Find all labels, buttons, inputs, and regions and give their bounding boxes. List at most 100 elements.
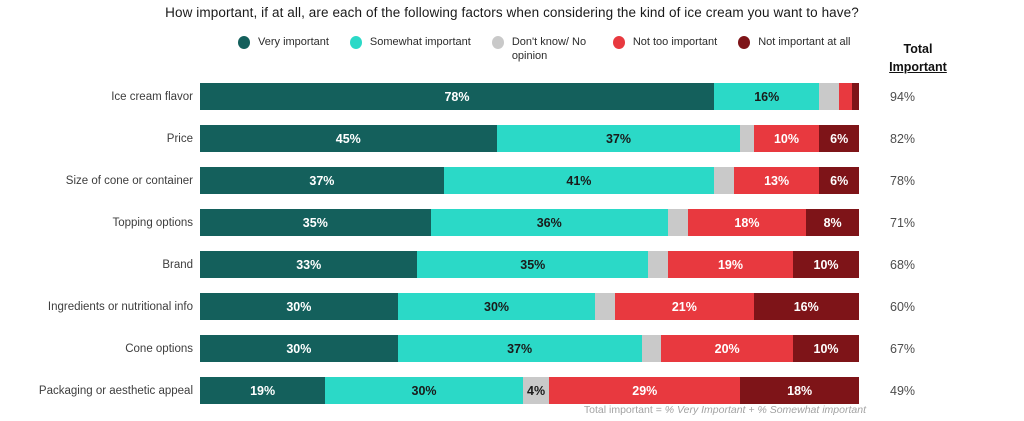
bar-segment: 30% bbox=[200, 335, 398, 362]
category-label: Topping options bbox=[112, 216, 193, 229]
bar-segment: 18% bbox=[687, 209, 807, 236]
footnote-formula: % Very Important + % Somewhat important bbox=[664, 404, 866, 416]
segment-value-label: 37% bbox=[605, 131, 631, 146]
category-label: Ice cream flavor bbox=[111, 90, 193, 103]
bar-segment bbox=[595, 293, 616, 320]
bar-segment: 41% bbox=[443, 167, 715, 194]
legend-color-dot-icon bbox=[491, 36, 504, 49]
legend-item: Not too important bbox=[612, 36, 718, 50]
bar-segment: 35% bbox=[417, 251, 649, 278]
category-label: Packaging or aesthetic appeal bbox=[38, 384, 193, 397]
legend-item-label: Somewhat important bbox=[369, 36, 471, 48]
bar-segment: 19% bbox=[667, 251, 794, 278]
bar-segment: 37% bbox=[200, 167, 444, 194]
bar-segment: 33% bbox=[200, 251, 418, 278]
bar-segment: 30% bbox=[397, 293, 596, 320]
bar-segment: 18% bbox=[740, 377, 859, 404]
segment-value-label: 30% bbox=[411, 383, 437, 398]
bar-track: 19% 30% 4% 29% 18% bbox=[200, 377, 859, 404]
bar-segment bbox=[839, 83, 853, 110]
bar-segment bbox=[819, 83, 840, 110]
bar-segment bbox=[648, 251, 668, 278]
bar-track: 33% 35% 19% 10% bbox=[200, 251, 859, 278]
segment-value-label: 8% bbox=[823, 215, 842, 230]
segment-value-label: 30% bbox=[286, 299, 312, 314]
segment-value-label: 18% bbox=[734, 215, 760, 230]
bar-segment bbox=[852, 83, 859, 110]
segment-value-label: 19% bbox=[250, 383, 276, 398]
legend-item: Somewhat important bbox=[349, 36, 471, 50]
chart-row: Topping options 35% 36% 18% 8% 71% bbox=[0, 209, 1024, 236]
total-important-value: 67% bbox=[890, 341, 916, 356]
legend-color-dot-icon bbox=[612, 36, 625, 49]
segment-value-label: 18% bbox=[787, 383, 813, 398]
segment-value-label: 19% bbox=[717, 257, 743, 272]
segment-value-label: 30% bbox=[484, 299, 510, 314]
bar-track: 30% 30% 21% 16% bbox=[200, 293, 859, 320]
bar-segment: 20% bbox=[661, 335, 794, 362]
bar-track: 78% 16% bbox=[200, 83, 859, 110]
bar-segment: 10% bbox=[793, 335, 859, 362]
segment-value-label: 33% bbox=[296, 257, 322, 272]
bar-segment: 35% bbox=[200, 209, 431, 236]
bar-segment bbox=[740, 125, 754, 152]
chart-row: Ice cream flavor 78% 16% 94% bbox=[0, 83, 1024, 110]
footnote-prefix: Total important = bbox=[583, 404, 665, 416]
segment-value-label: 4% bbox=[527, 383, 546, 398]
stacked-bar-chart: Ice cream flavor 78% 16% 94% Price 45% 37% 10% 6… bbox=[0, 83, 1024, 419]
segment-value-label: 35% bbox=[520, 257, 546, 272]
segment-value-label: 21% bbox=[671, 299, 697, 314]
bar-segment: 21% bbox=[615, 293, 754, 320]
bar-segment: 45% bbox=[200, 125, 497, 152]
chart-row: Size of cone or container 37% 41% 13% 6% 78% bbox=[0, 167, 1024, 194]
chart-row: Ingredients or nutritional info 30% 30% 21%… bbox=[0, 293, 1024, 320]
bar-segment: 10% bbox=[753, 125, 820, 152]
bar-segment bbox=[641, 335, 662, 362]
bar-segment: 30% bbox=[325, 377, 523, 404]
total-important-value: 49% bbox=[890, 383, 916, 398]
chart-row: Cone options 30% 37% 20% 10% 67% bbox=[0, 335, 1024, 362]
legend-item: Not important at all bbox=[738, 36, 851, 50]
segment-value-label: 20% bbox=[714, 341, 740, 356]
bar-segment: 16% bbox=[714, 83, 820, 110]
bar-segment: 6% bbox=[819, 125, 859, 152]
segment-value-label: 10% bbox=[813, 341, 839, 356]
segment-value-label: 78% bbox=[444, 89, 470, 104]
legend-item: Don't know/ No opinion bbox=[491, 36, 592, 64]
category-label: Brand bbox=[162, 258, 193, 271]
category-label: Cone options bbox=[125, 342, 193, 355]
legend: Very important Somewhat important Don't … bbox=[238, 36, 851, 64]
segment-value-label: 36% bbox=[536, 215, 562, 230]
bar-segment: 13% bbox=[733, 167, 820, 194]
bar-segment: 4% bbox=[522, 377, 550, 404]
bar-segment bbox=[714, 167, 734, 194]
bar-segment: 78% bbox=[200, 83, 715, 110]
total-important-value: 71% bbox=[890, 215, 916, 230]
chart-title: How important, if at all, are each of th… bbox=[165, 5, 859, 20]
category-label: Price bbox=[166, 132, 193, 145]
legend-color-dot-icon bbox=[238, 36, 250, 49]
chart-row: Packaging or aesthetic appeal 19% 30% 4% 29%… bbox=[0, 377, 1024, 404]
legend-color-dot-icon bbox=[349, 36, 362, 49]
segment-value-label: 10% bbox=[773, 131, 799, 146]
bar-track: 35% 36% 18% 8% bbox=[200, 209, 859, 236]
segment-value-label: 30% bbox=[286, 341, 312, 356]
segment-value-label: 29% bbox=[632, 383, 658, 398]
bar-segment: 36% bbox=[430, 209, 668, 236]
footnote: Total important = % Very Important + % S… bbox=[0, 404, 866, 416]
segment-value-label: 41% bbox=[566, 173, 592, 188]
bar-segment: 19% bbox=[200, 377, 326, 404]
bar-segment: 37% bbox=[397, 335, 642, 362]
bar-track: 30% 37% 20% 10% bbox=[200, 335, 859, 362]
legend-item-label: Not too important bbox=[632, 36, 718, 48]
chart-row: Price 45% 37% 10% 6% 82% bbox=[0, 125, 1024, 152]
chart-row: Brand 33% 35% 19% 10% 68% bbox=[0, 251, 1024, 278]
segment-value-label: 6% bbox=[830, 173, 849, 188]
legend-item-label: Don't know/ No opinion bbox=[511, 36, 587, 62]
bar-segment: 8% bbox=[806, 209, 859, 236]
bar-segment: 29% bbox=[549, 377, 741, 404]
segment-value-label: 13% bbox=[764, 173, 790, 188]
total-important-header-line1: Total bbox=[903, 42, 933, 56]
total-important-header: Total Important bbox=[878, 41, 958, 76]
segment-value-label: 37% bbox=[507, 341, 533, 356]
